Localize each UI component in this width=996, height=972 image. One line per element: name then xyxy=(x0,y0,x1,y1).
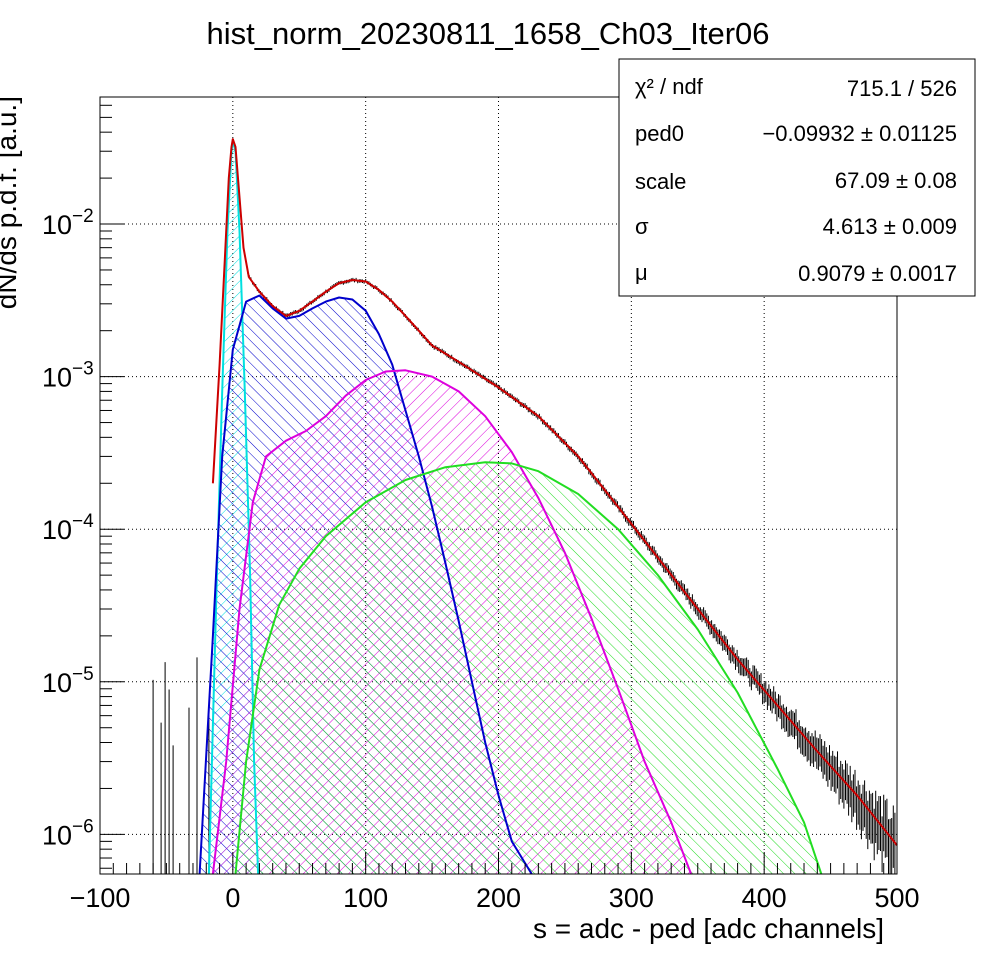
stats-row-value: 67.09 ± 0.08 xyxy=(835,168,957,193)
y-tick-label: 10−2 xyxy=(42,206,94,240)
stats-row-value: 4.613 ± 0.009 xyxy=(823,214,957,239)
stats-box: χ² / ndf 715.1 / 526 ped0 −0.09932 ± 0.0… xyxy=(618,58,976,297)
stats-row-name: μ xyxy=(635,260,648,285)
y-tick-label: 10−4 xyxy=(42,511,94,545)
series-line-4 xyxy=(211,138,898,846)
x-tick-label: 100 xyxy=(343,883,388,913)
chart-title: hist_norm_20230811_1658_Ch03_Iter06 xyxy=(206,16,769,51)
stats-row-name: ped0 xyxy=(635,121,684,146)
fit-curves xyxy=(198,138,898,875)
hatched-areas xyxy=(199,141,822,874)
y-tick-label: 10−5 xyxy=(42,664,94,698)
x-tick-label: 200 xyxy=(476,883,521,913)
y-axis-label: dN/ds p.d.f. [a.u.] xyxy=(0,96,22,309)
x-tick-label: 300 xyxy=(609,883,654,913)
x-axis-label: s = adc - ped [adc channels] xyxy=(533,913,884,944)
stats-row-name: χ² / ndf xyxy=(635,74,704,99)
y-tick-label: 10−3 xyxy=(42,359,94,393)
x-tick-label: 0 xyxy=(225,883,240,913)
x-tick-label: 500 xyxy=(874,883,919,913)
y-tick-label: 10−6 xyxy=(42,816,94,850)
x-tick-label: −100 xyxy=(70,883,131,913)
stats-row-name: σ xyxy=(635,214,649,239)
stats-row-value: −0.09932 ± 0.01125 xyxy=(762,121,957,146)
series-line-1 xyxy=(198,294,533,875)
stats-row-value: 715.1 / 526 xyxy=(847,76,957,101)
axis-ticks xyxy=(99,104,898,874)
axis-tick-labels: −100 0 100 200 300 400 500 10−6 10−5 10−4 10−3 10−2 xyxy=(42,206,920,913)
stats-row-name: scale xyxy=(635,169,686,194)
x-tick-label: 400 xyxy=(742,883,787,913)
series-line-2 xyxy=(211,369,693,875)
stats-box-frame xyxy=(618,58,976,297)
stats-row-value: 0.9079 ± 0.0017 xyxy=(798,261,957,286)
series-line-3 xyxy=(234,461,823,875)
series-area-3 xyxy=(235,462,822,874)
